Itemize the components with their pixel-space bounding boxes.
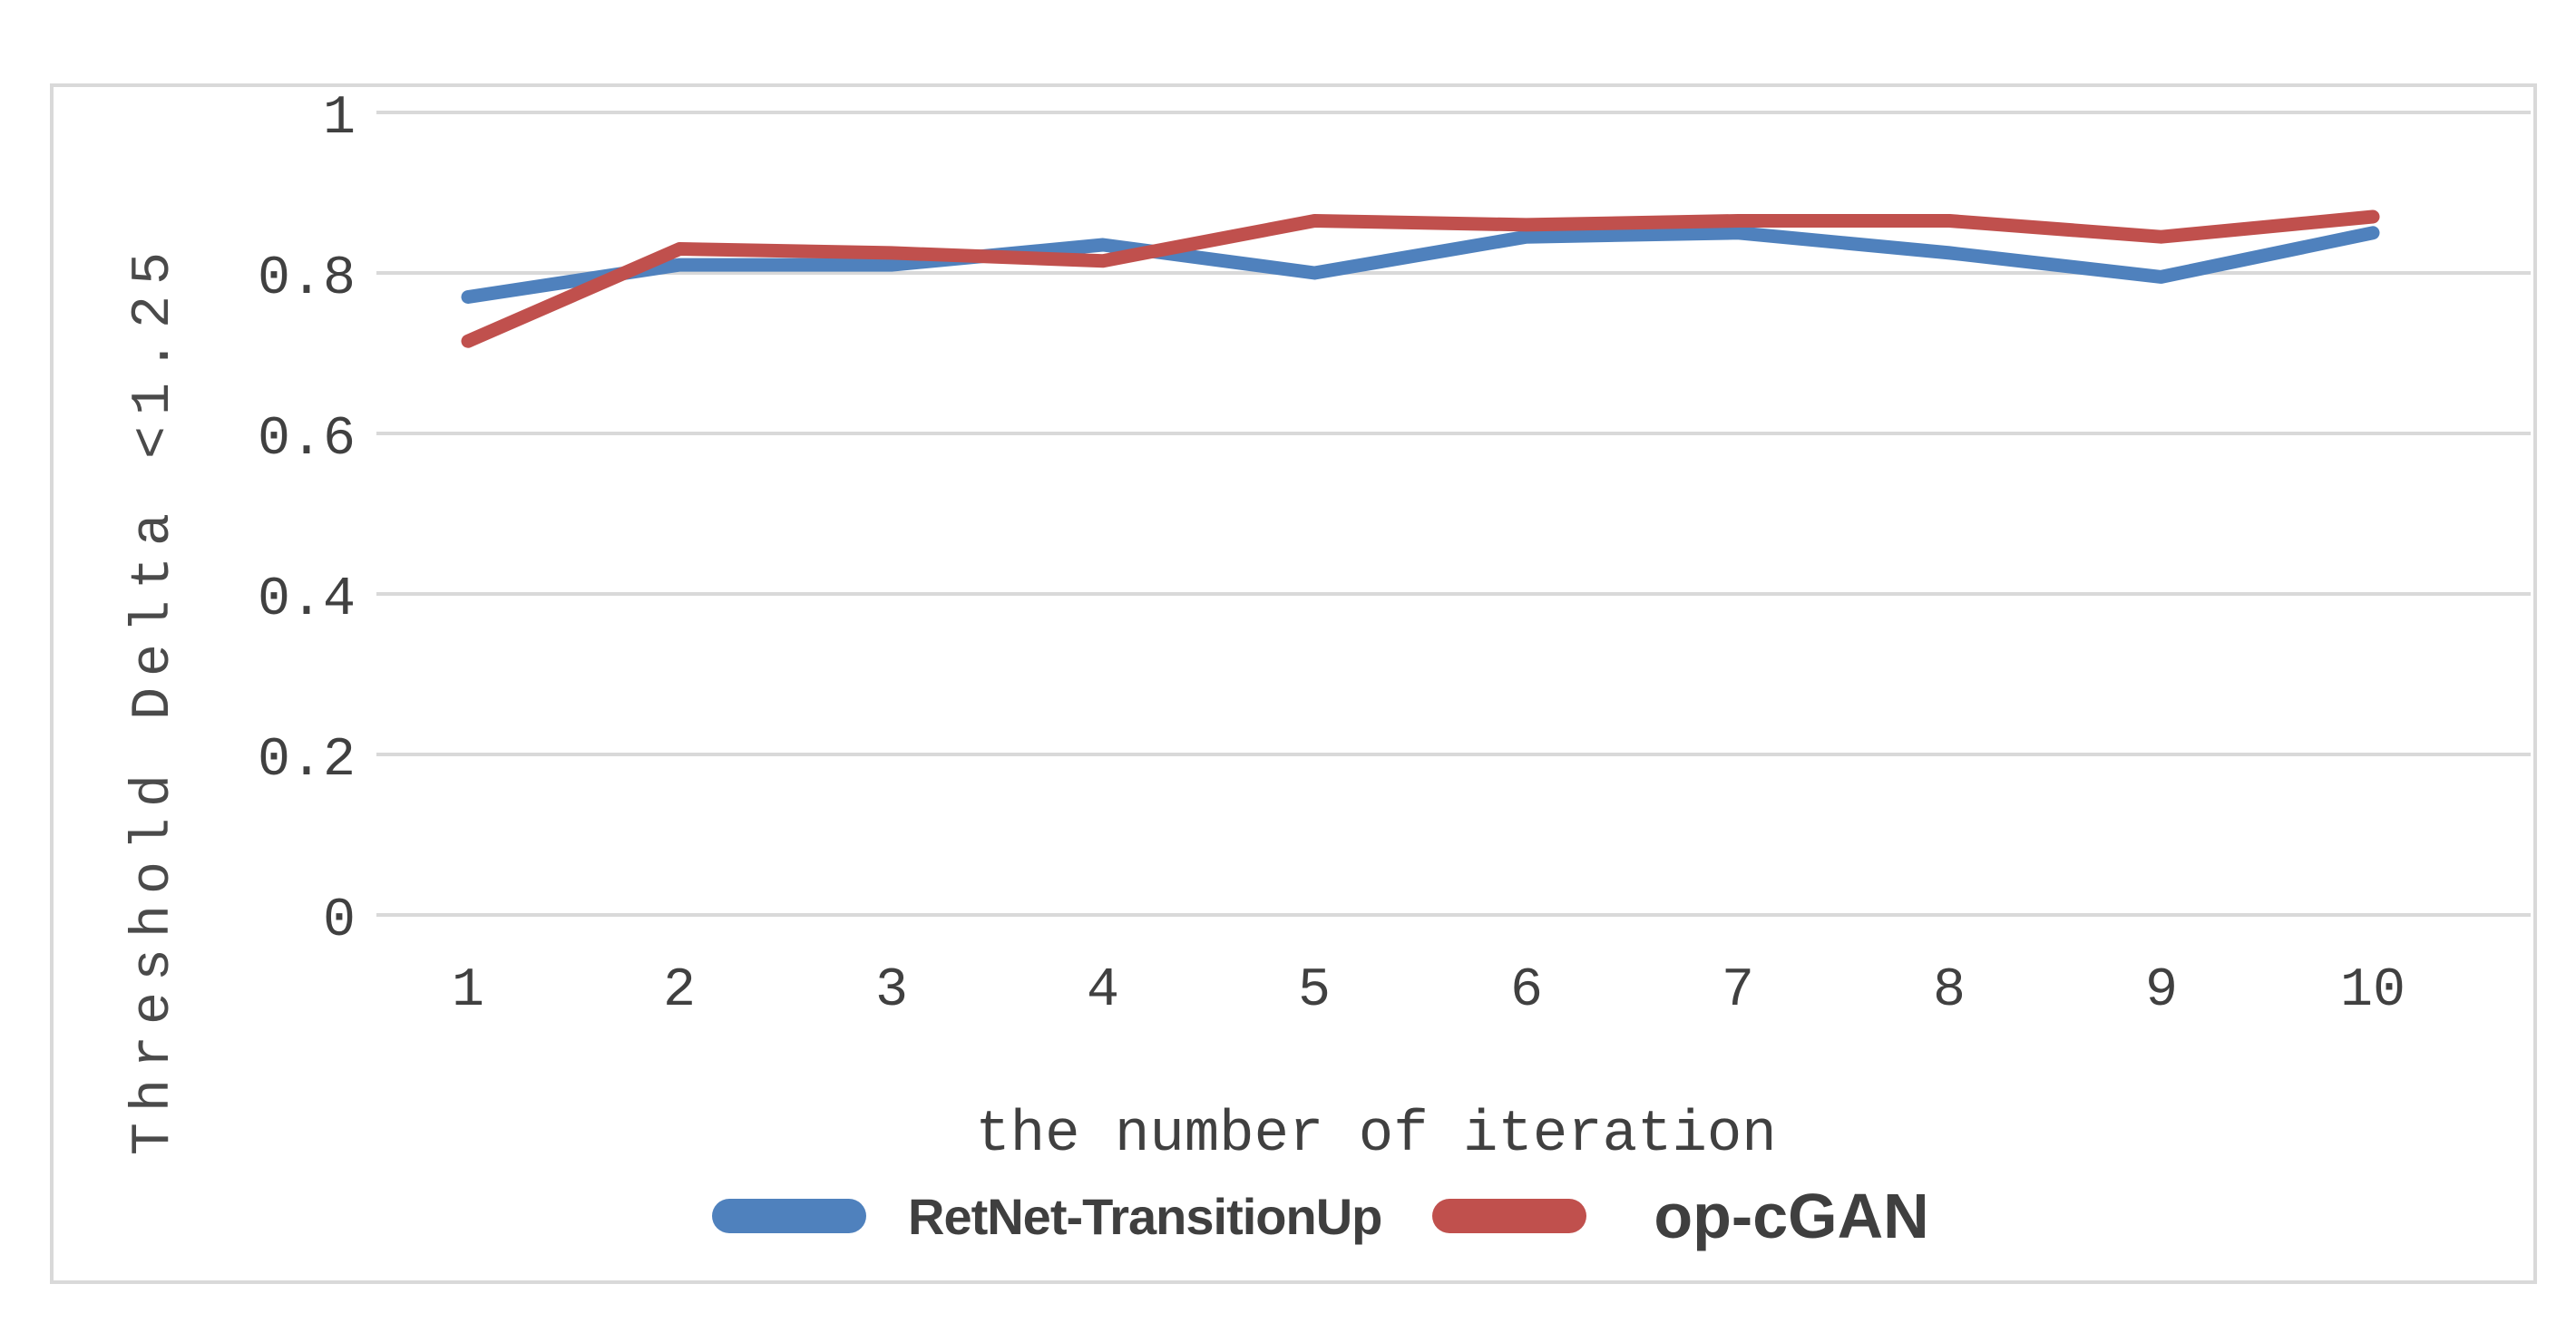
y-axis-title: Threshold Delta <1.25: [123, 241, 185, 1155]
x-tick-label: 1: [452, 960, 484, 1022]
x-axis-title: the number of iteration: [975, 1103, 1776, 1168]
x-axis-tick-labels: 1 2 3 4 5 6 7 8 9 10: [452, 960, 2405, 1022]
x-tick-label: 2: [663, 960, 696, 1022]
y-tick-label: 0.6: [258, 409, 356, 471]
y-tick-label: 0.2: [258, 730, 356, 792]
y-tick-label: 0.4: [258, 569, 356, 631]
y-tick-label: 1: [323, 88, 356, 150]
y-tick-label: 0.8: [258, 248, 356, 310]
x-tick-label: 7: [1722, 960, 1754, 1022]
y-tick-label: 0: [323, 890, 356, 952]
legend-label-op-cgan: op-cGAN: [1654, 1181, 1929, 1251]
x-tick-label: 6: [1510, 960, 1543, 1022]
series-line-op-cgan: [461, 209, 2380, 348]
chart-border-frame: [50, 83, 2537, 1284]
legend-swatch-op-cgan: [1432, 1199, 1587, 1233]
series-line-retnet-transitionup: [461, 226, 2380, 304]
x-tick-label: 9: [2145, 960, 2178, 1022]
y-axis-tick-labels: 1 0.8 0.6 0.4 0.2 0: [258, 88, 356, 952]
x-tick-label: 5: [1298, 960, 1331, 1022]
x-tick-label: 10: [2340, 960, 2405, 1022]
legend-swatch-retnet-transitionup: [712, 1199, 866, 1233]
x-tick-label: 8: [1933, 960, 1966, 1022]
x-tick-label: 4: [1087, 960, 1119, 1022]
legend-label-retnet-transitionup: RetNet-TransitionUp: [908, 1187, 1382, 1245]
legend: RetNet-TransitionUp op-cGAN: [712, 1175, 1929, 1257]
x-tick-label: 3: [875, 960, 908, 1022]
